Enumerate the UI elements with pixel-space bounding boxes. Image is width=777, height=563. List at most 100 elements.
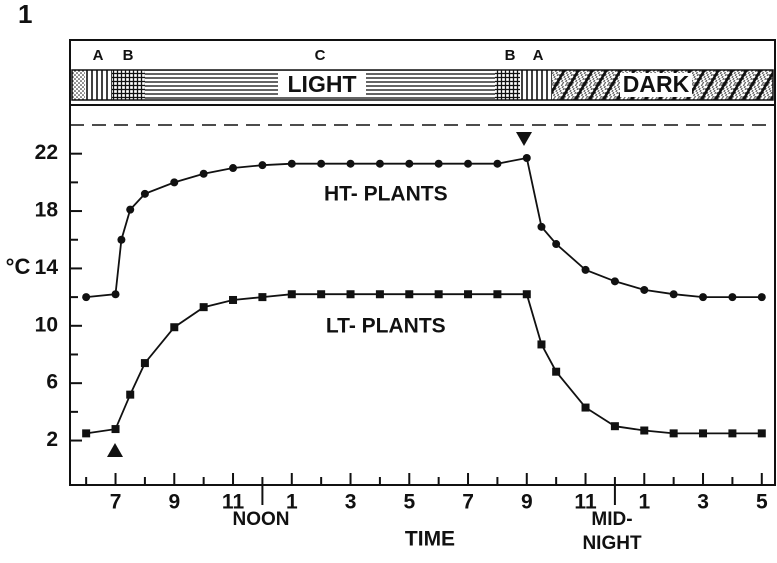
data-point [229, 295, 238, 304]
light-on-arrow [107, 443, 123, 457]
data-point [117, 235, 126, 244]
data-point [537, 340, 546, 349]
data-point [464, 159, 473, 168]
dark-label-bg [620, 73, 692, 97]
data-point [699, 293, 708, 302]
noon-label: NOON [233, 509, 290, 530]
x-tick-label: 3 [345, 491, 357, 514]
band-letter: A [93, 47, 104, 64]
x-tick-label: 3 [697, 491, 709, 514]
x-tick-label: 7 [110, 491, 122, 514]
data-point [258, 161, 267, 170]
data-point [111, 290, 120, 299]
data-point [610, 422, 619, 431]
data-point [493, 159, 502, 168]
data-point [170, 323, 179, 332]
data-point [669, 429, 678, 438]
data-point [522, 290, 531, 299]
x-tick-label: 9 [521, 491, 533, 514]
data-point [199, 303, 208, 312]
data-point [699, 429, 708, 438]
series-label: HT- PLANTS [324, 183, 448, 206]
band-a [85, 70, 112, 100]
data-point [464, 290, 473, 299]
dark-label: DARK [623, 71, 690, 97]
x-tick-label: 11 [574, 491, 597, 514]
data-point [82, 293, 91, 302]
y-tick-label: 14 [35, 256, 59, 279]
data-point [346, 159, 355, 168]
data-point [375, 290, 384, 299]
data-point [640, 426, 649, 435]
y-axis-label: °C [6, 254, 31, 279]
band-b [495, 70, 520, 100]
data-point [728, 429, 737, 438]
x-axis-label: TIME [405, 528, 455, 551]
data-point [434, 290, 443, 299]
data-point [610, 277, 619, 286]
data-point [287, 290, 296, 299]
figure-label: 1 [18, 0, 32, 29]
midnight-label: NIGHT [582, 533, 642, 554]
data-point [126, 390, 135, 399]
data-point [728, 293, 737, 302]
band-a [520, 70, 552, 100]
y-tick-label: 10 [35, 313, 58, 336]
y-tick-label: 6 [46, 371, 58, 394]
data-point [126, 205, 135, 214]
series-label: LT- PLANTS [326, 315, 446, 338]
data-point [640, 285, 649, 294]
data-point [317, 159, 326, 168]
y-tick-label: 22 [35, 141, 58, 164]
band-outline [71, 69, 774, 101]
y-tick-label: 18 [35, 199, 59, 222]
light-label-bg [278, 73, 366, 97]
data-point [405, 290, 414, 299]
x-tick-label: 5 [403, 491, 415, 514]
data-point [522, 153, 531, 162]
data-point [287, 159, 296, 168]
data-point [317, 290, 326, 299]
band-dusk [72, 70, 85, 100]
data-point [493, 290, 502, 299]
data-point [552, 240, 561, 249]
data-point [581, 403, 590, 412]
data-point [434, 159, 443, 168]
band-letter: C [315, 47, 326, 64]
x-tick-label: 1 [286, 491, 298, 514]
data-point [537, 222, 546, 231]
x-tick-label: 11 [222, 491, 245, 514]
data-point [140, 189, 149, 198]
data-point [405, 159, 414, 168]
band-b [112, 70, 145, 100]
band-letter: B [505, 47, 516, 64]
band-letter: B [123, 47, 134, 64]
series-line [86, 293, 762, 435]
data-point [757, 293, 766, 302]
light-off-arrow [516, 132, 532, 146]
x-tick-label: 7 [462, 491, 474, 514]
data-point [82, 429, 91, 438]
midnight-label: MID- [591, 509, 632, 530]
data-point [552, 367, 561, 376]
x-tick-label: 1 [638, 491, 650, 514]
data-point [199, 169, 208, 178]
data-point [669, 290, 678, 299]
data-point [581, 265, 590, 274]
series-line [86, 156, 762, 298]
x-tick-label: 9 [168, 491, 180, 514]
data-point [757, 429, 766, 438]
light-label: LIGHT [288, 71, 357, 97]
data-point [170, 178, 179, 187]
band-letter: A [533, 47, 544, 64]
data-point [258, 293, 267, 302]
data-point [346, 290, 355, 299]
data-point [140, 359, 149, 368]
y-tick-label: 2 [46, 428, 58, 451]
data-point [229, 164, 238, 173]
plot-frame [69, 39, 776, 486]
data-point [375, 159, 384, 168]
data-point [111, 425, 120, 434]
x-tick-label: 5 [756, 491, 768, 514]
